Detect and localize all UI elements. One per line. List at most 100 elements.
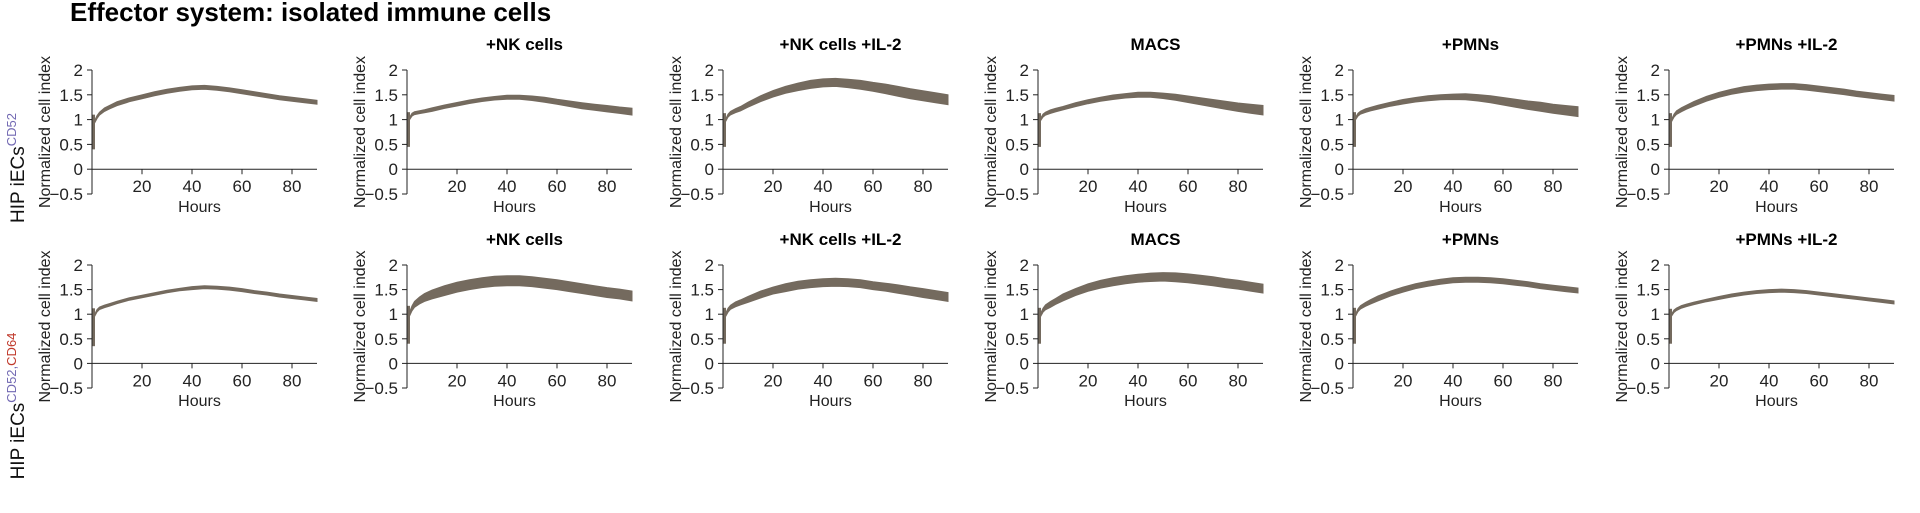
y-axis-label: Normalized cell index — [1298, 56, 1315, 208]
y-tick-label: 0.5 — [59, 135, 83, 154]
panel-title: +PMNs — [1442, 35, 1499, 54]
x-axis-label: Hours — [1124, 199, 1167, 216]
x-tick-label: 60 — [1494, 371, 1513, 390]
x-axis-label: Hours — [1755, 393, 1798, 410]
y-tick-label: −0.5 — [1310, 379, 1344, 398]
x-tick-label: 40 — [1129, 371, 1148, 390]
y-tick-label: 2 — [1651, 256, 1660, 275]
panel-title: MACS — [1130, 230, 1180, 249]
x-tick-label: 20 — [448, 177, 467, 196]
x-axis-label: Hours — [493, 199, 536, 216]
x-axis-label: Hours — [809, 393, 852, 410]
x-tick-label: 20 — [1079, 177, 1098, 196]
y-tick-label: 0 — [1020, 354, 1029, 373]
panel-r0-c5: +PMNs +IL-2 −0.5 0 0.5 1 1.5 2 20 40 60 80 Hours Nor… — [1614, 35, 1895, 216]
x-tick-label: 60 — [864, 177, 883, 196]
y-tick-label: 2 — [389, 256, 398, 275]
x-tick-label: 20 — [133, 177, 152, 196]
panel-title: +NK cells +IL-2 — [780, 35, 902, 54]
y-tick-label: 0 — [389, 160, 398, 179]
x-tick-label: 40 — [1444, 177, 1463, 196]
data-band — [1668, 83, 1895, 146]
y-tick-label: 1.5 — [1636, 281, 1660, 300]
panel-r1-c1: +NK cells −0.5 0 0.5 1 1.5 2 20 40 60 80 Hours Norma… — [352, 230, 633, 410]
y-tick-label: 1 — [1651, 111, 1660, 130]
y-tick-label: −0.5 — [49, 185, 83, 204]
panel-title: +PMNs +IL-2 — [1735, 230, 1837, 249]
data-band — [406, 275, 633, 343]
y-tick-label: 0.5 — [59, 330, 83, 349]
x-tick-label: 80 — [283, 371, 302, 390]
y-tick-label: −0.5 — [49, 379, 83, 398]
data-band — [1668, 288, 1895, 343]
y-tick-label: 2 — [705, 61, 714, 80]
y-tick-label: 2 — [1651, 61, 1660, 80]
x-tick-label: 60 — [1494, 177, 1513, 196]
y-tick-label: 1 — [74, 111, 83, 130]
y-tick-label: 0.5 — [1320, 135, 1344, 154]
row-label-bottom-main: HIP iECs — [8, 403, 29, 480]
x-tick-label: 40 — [814, 177, 833, 196]
y-tick-label: 0.5 — [1636, 135, 1660, 154]
y-tick-label: 1.5 — [374, 281, 398, 300]
y-axis-label: Normalized cell index — [352, 56, 369, 208]
x-tick-label: 40 — [1760, 177, 1779, 196]
data-band — [722, 277, 949, 343]
x-tick-label: 20 — [764, 177, 783, 196]
panel-r0-c4: +PMNs −0.5 0 0.5 1 1.5 2 20 40 60 80 Hours Normalize… — [1298, 35, 1579, 216]
x-tick-label: 80 — [914, 371, 933, 390]
y-tick-label: 2 — [1020, 256, 1029, 275]
panel-title: +PMNs — [1442, 230, 1499, 249]
y-tick-label: −0.5 — [364, 185, 398, 204]
y-axis-label: Normalized cell index — [983, 56, 1000, 208]
y-tick-label: 0 — [74, 160, 83, 179]
x-tick-label: 40 — [1129, 177, 1148, 196]
y-tick-label: 1 — [1020, 305, 1029, 324]
panel-r0-c0: −0.5 0 0.5 1 1.5 2 20 40 60 80 Hours Normalized cel… — [37, 56, 318, 216]
row-label-bottom-sup-1: CD52 — [4, 369, 19, 402]
y-axis-label: Normalized cell index — [352, 250, 369, 402]
row-label-bottom-sup-2: , — [4, 366, 19, 370]
y-tick-label: 0 — [1651, 160, 1660, 179]
panel-r1-c3: MACS −0.5 0 0.5 1 1.5 2 20 40 60 80 Hours Normalized… — [983, 230, 1264, 410]
x-tick-label: 60 — [1810, 177, 1829, 196]
row-label-top-main: HIP iECs — [8, 146, 29, 223]
x-tick-label: 80 — [1860, 371, 1879, 390]
y-tick-label: 1.5 — [690, 281, 714, 300]
y-tick-label: 0 — [74, 354, 83, 373]
x-tick-label: 60 — [1179, 371, 1198, 390]
x-axis-label: Hours — [809, 199, 852, 216]
x-tick-label: 40 — [1444, 371, 1463, 390]
panel-r1-c2: +NK cells +IL-2 −0.5 0 0.5 1 1.5 2 20 40 60 80 Hour… — [668, 230, 949, 410]
y-tick-label: 1 — [1020, 111, 1029, 130]
data-band — [1037, 272, 1264, 343]
y-tick-label: 0 — [705, 160, 714, 179]
x-tick-label: 80 — [1229, 371, 1248, 390]
x-tick-label: 60 — [1179, 177, 1198, 196]
y-axis-label: Normalized cell index — [1614, 250, 1631, 402]
y-axis-label: Normalized cell index — [1614, 56, 1631, 208]
y-tick-label: −0.5 — [995, 379, 1029, 398]
y-tick-label: 1.5 — [1320, 281, 1344, 300]
y-tick-label: 1.5 — [59, 281, 83, 300]
y-axis-label: Normalized cell index — [37, 56, 54, 208]
y-tick-label: 2 — [1335, 256, 1344, 275]
panel-title: +NK cells — [486, 230, 563, 249]
x-tick-label: 20 — [1710, 177, 1729, 196]
y-axis-label: Normalized cell index — [668, 250, 685, 402]
y-tick-label: 0.5 — [1320, 330, 1344, 349]
y-tick-label: 2 — [705, 256, 714, 275]
y-tick-label: −0.5 — [1626, 379, 1660, 398]
y-tick-label: 1.5 — [374, 86, 398, 105]
row-label-bottom: HIP iECsCD52,CD64 — [4, 333, 29, 480]
x-axis-label: Hours — [178, 199, 221, 216]
y-tick-label: 0.5 — [374, 135, 398, 154]
x-axis-label: Hours — [1439, 199, 1482, 216]
x-tick-label: 40 — [1760, 371, 1779, 390]
x-tick-label: 80 — [1544, 177, 1563, 196]
x-tick-label: 80 — [1229, 177, 1248, 196]
x-tick-label: 40 — [498, 371, 517, 390]
x-axis-label: Hours — [178, 393, 221, 410]
x-tick-label: 40 — [183, 371, 202, 390]
